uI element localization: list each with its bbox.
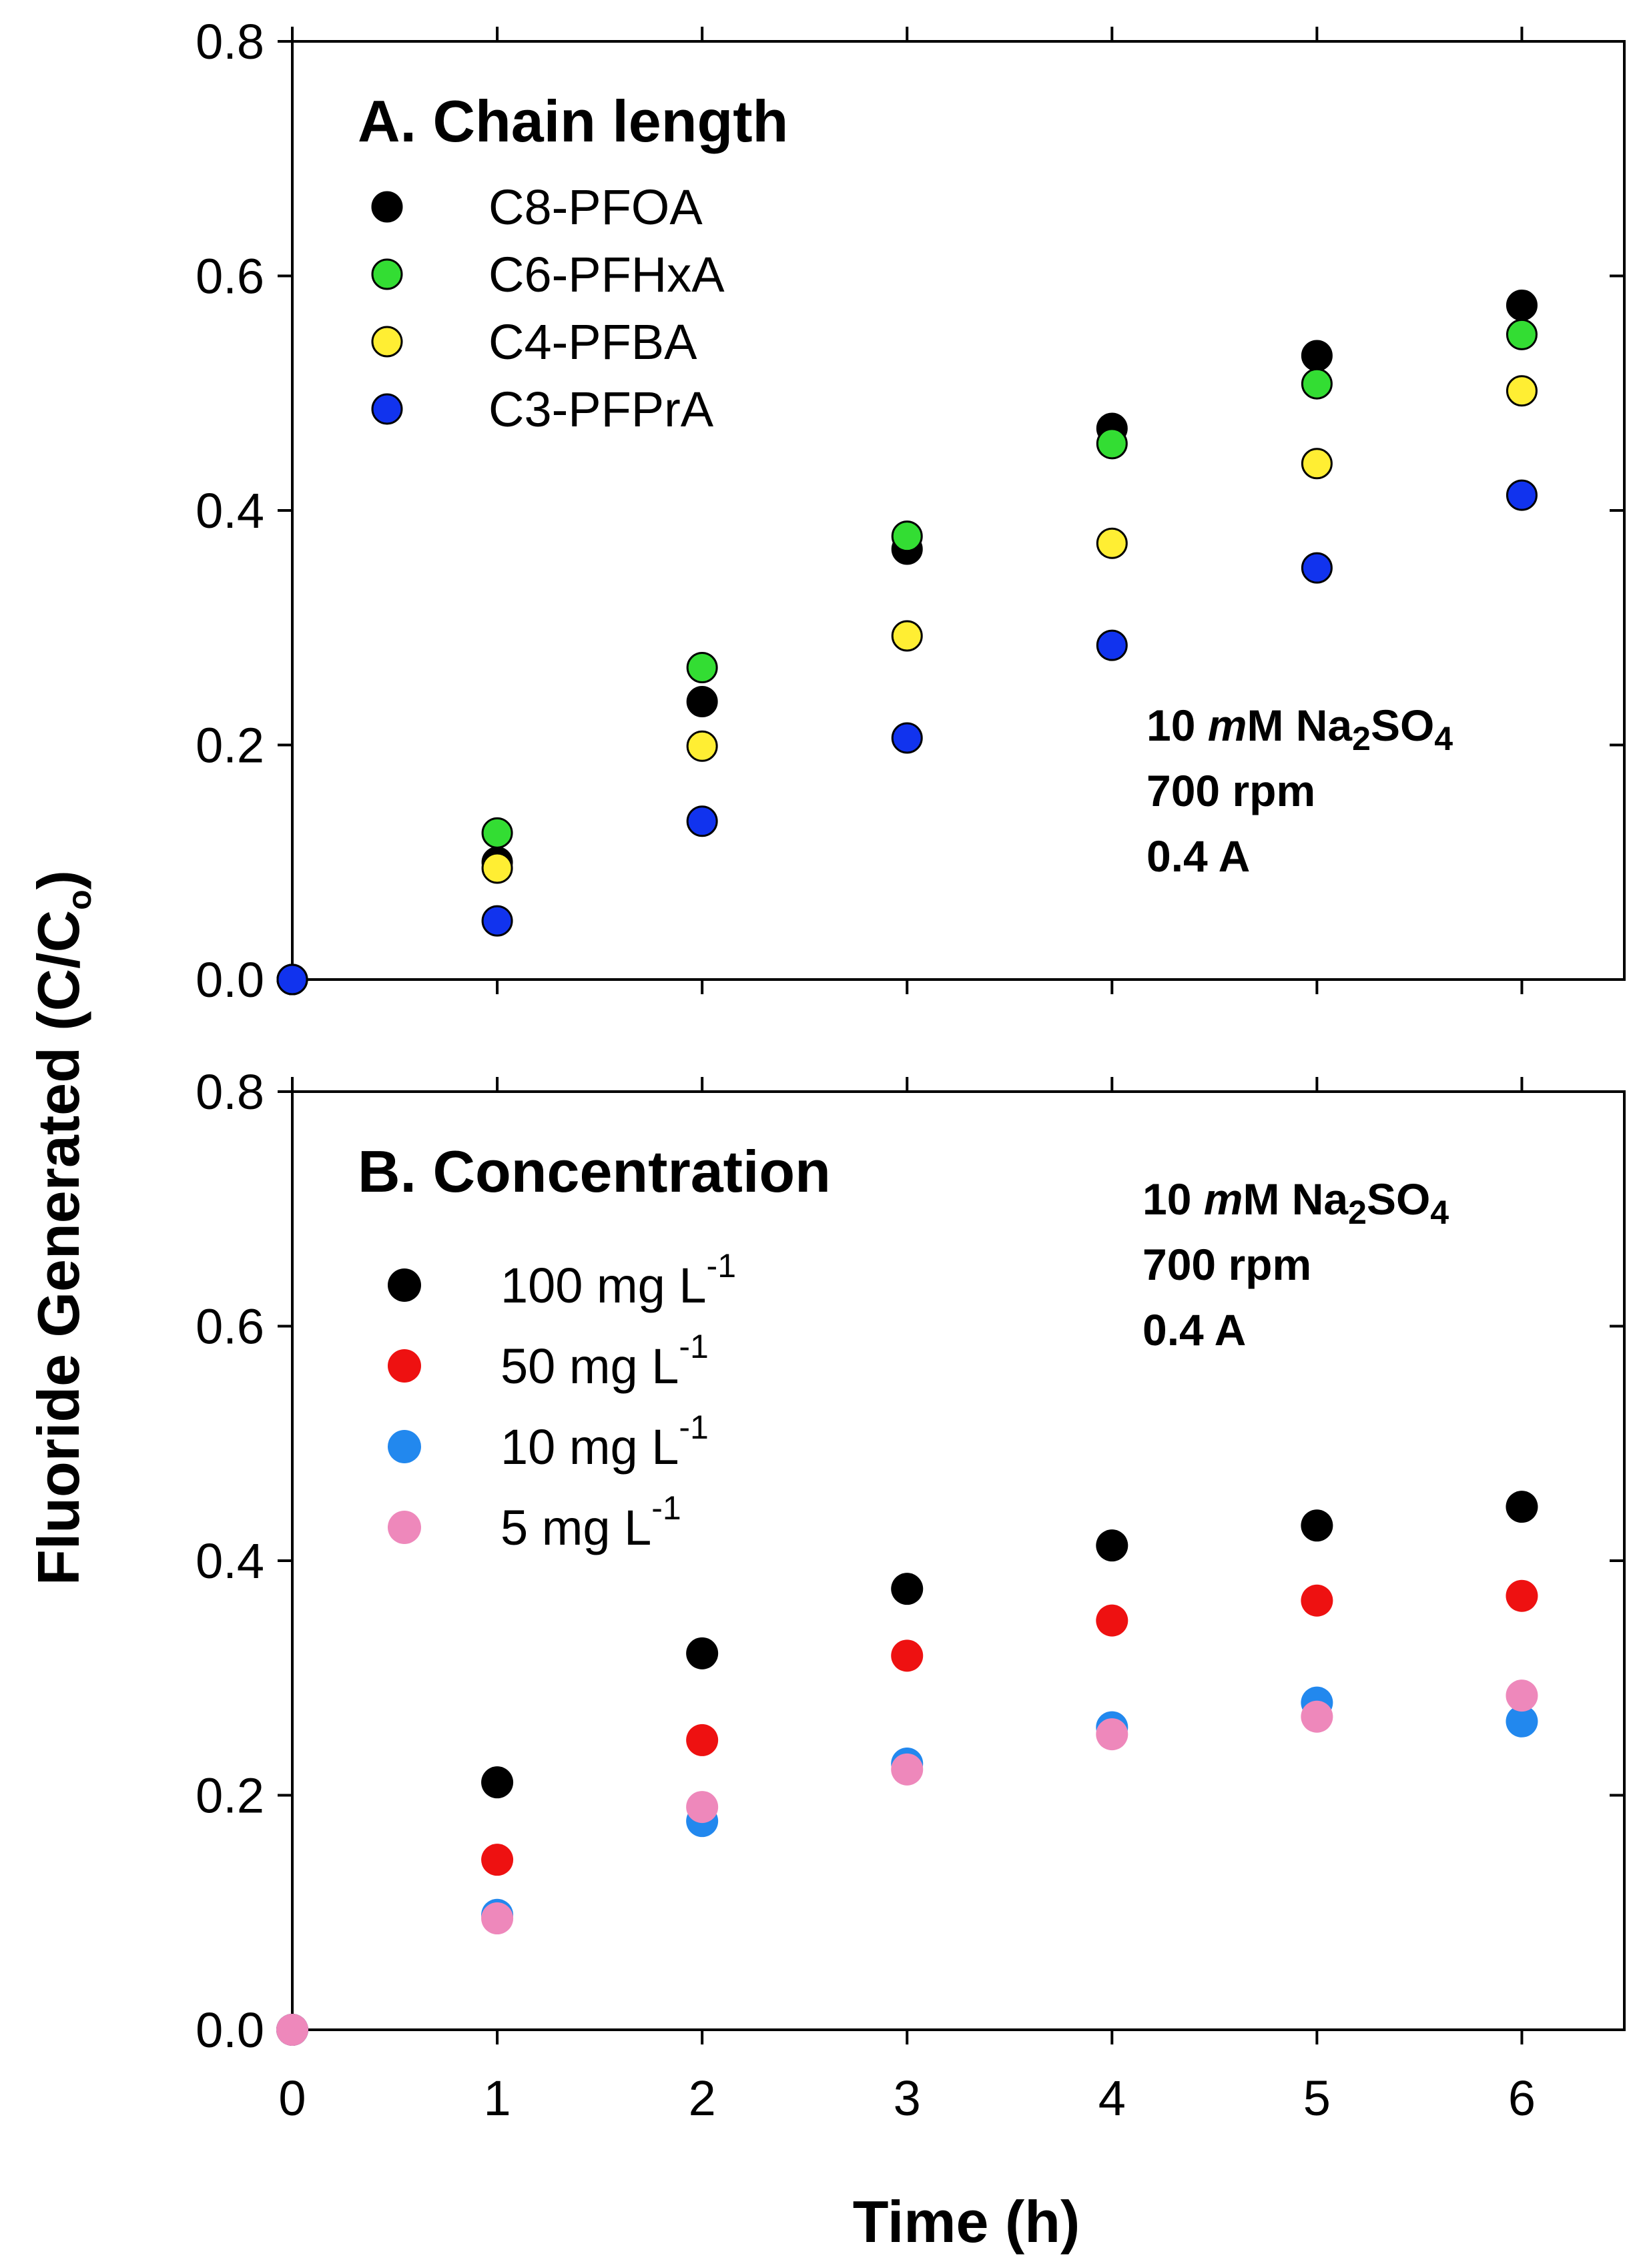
legend-label: 100 mg L-1 [501, 1247, 736, 1313]
panel-b-marks [276, 1491, 1538, 2046]
data-point [686, 805, 718, 837]
x-tick-label: 2 [689, 2070, 716, 2126]
x-axis-title: Time (h) [853, 2189, 1080, 2255]
legend-marker [371, 191, 403, 223]
x-tick-labels: 0 1 2 3 4 5 6 [278, 2070, 1536, 2126]
data-point [1506, 479, 1538, 511]
data-point [481, 905, 513, 937]
panel-b: 0.0 0.2 0.4 0.6 0.8 B. Concentration 100 mg … [196, 1064, 1626, 2058]
data-point [1506, 1491, 1538, 1523]
x-tick-label: 6 [1508, 2070, 1536, 2126]
x-tick-label: 5 [1303, 2070, 1331, 2126]
data-point [481, 1844, 514, 1876]
panel-b-frame [291, 1090, 1626, 2031]
y-tick-label: 0.6 [196, 1299, 264, 1355]
panel-b-title: B. Concentration [358, 1138, 831, 1204]
panel-a-condition-current: 0.4 A [1146, 831, 1250, 881]
panel-b-condition-electrolyte: 10 mM Na2SO4 [1142, 1174, 1449, 1231]
legend-marker [388, 1349, 421, 1383]
legend-marker [388, 1511, 421, 1544]
legend-label: C3-PFPrA [488, 382, 714, 437]
panel-a-conditions: 10 mM Na2SO4 700 rpm 0.4 A [1146, 701, 1453, 881]
y-tick-label: 0.0 [196, 2002, 264, 2058]
panel-a-condition-electrolyte: 10 mM Na2SO4 [1146, 701, 1453, 757]
data-point [481, 1902, 514, 1935]
panel-b-legend: 100 mg L-1 50 mg L-1 10 mg L-1 5 mg L-1 [388, 1247, 736, 1555]
panel-b-ticks: 0.0 0.2 0.4 0.6 0.8 [196, 1064, 1624, 2058]
data-point [276, 964, 308, 996]
data-point [891, 1753, 924, 1786]
y-tick-label: 0.6 [196, 249, 264, 304]
panel-a-marks [276, 289, 1538, 996]
legend-marker [371, 393, 403, 425]
legend-label: 5 mg L-1 [501, 1489, 681, 1555]
panel-b-conditions: 10 mM Na2SO4 700 rpm 0.4 A [1142, 1174, 1449, 1355]
data-point [1301, 1509, 1333, 1542]
y-tick-label: 0.8 [196, 14, 264, 69]
legend-marker [388, 1430, 421, 1463]
data-point [1506, 289, 1538, 321]
data-point [1301, 1584, 1333, 1617]
data-point [481, 852, 513, 884]
data-point [1096, 1718, 1128, 1751]
legend-marker [388, 1268, 421, 1302]
data-point [1506, 1679, 1538, 1712]
legend-label: C8-PFOA [488, 179, 703, 235]
x-tick-label: 0 [278, 2070, 306, 2126]
panel-b-condition-rpm: 700 rpm [1142, 1240, 1311, 1289]
x-tick-label: 4 [1098, 2070, 1126, 2126]
data-point [891, 722, 923, 754]
data-point [1301, 340, 1333, 372]
legend-label: C6-PFHxA [488, 247, 725, 302]
data-point [1506, 1705, 1538, 1738]
panel-a-title: A. Chain length [358, 88, 788, 154]
data-point [276, 2014, 308, 2046]
data-point [1096, 1529, 1128, 1562]
legend-marker [371, 258, 403, 290]
y-tick-label: 0.4 [196, 1533, 264, 1589]
data-point [686, 1724, 719, 1756]
x-tick-label: 3 [894, 2070, 921, 2126]
data-point [686, 1791, 719, 1824]
y-tick-label: 0.0 [196, 952, 264, 1008]
data-point [481, 1766, 514, 1799]
data-point [1301, 448, 1333, 480]
data-point [1506, 375, 1538, 407]
y-tick-label: 0.2 [196, 718, 264, 773]
legend-label: 50 mg L-1 [501, 1328, 709, 1394]
data-point [1096, 428, 1128, 460]
data-point [1301, 552, 1333, 584]
data-point [1506, 1579, 1538, 1612]
y-axis-title: Fluoride Generated (C/Co) [25, 870, 98, 1585]
legend-label: 10 mg L-1 [501, 1409, 709, 1475]
data-point [891, 620, 923, 652]
data-point [891, 1573, 924, 1605]
panel-a-legend: C8-PFOA C6-PFHxA C4-PFBA C3-PFPrA [371, 179, 725, 437]
y-tick-label: 0.4 [196, 483, 264, 538]
data-point [481, 817, 513, 849]
y-tick-label: 0.2 [196, 1768, 264, 1824]
data-point [1096, 629, 1128, 661]
x-tick-label: 1 [483, 2070, 511, 2126]
legend-label: C4-PFBA [488, 314, 697, 370]
panel-b-condition-current: 0.4 A [1142, 1305, 1246, 1355]
data-point [1301, 368, 1333, 400]
data-point [891, 1639, 924, 1672]
data-point [1301, 1700, 1333, 1733]
panel-a: 0.00.20.40.60.8 A. Chain length C8-PFOAC… [196, 14, 1626, 1008]
panel-a-condition-rpm: 700 rpm [1146, 766, 1315, 815]
data-point [686, 685, 718, 717]
data-point [891, 520, 923, 552]
data-point [1096, 1604, 1128, 1637]
data-point [1096, 527, 1128, 559]
data-point [686, 730, 718, 762]
data-point [686, 652, 718, 684]
data-point [686, 1637, 719, 1669]
y-tick-label: 0.8 [196, 1064, 264, 1120]
data-point [1506, 318, 1538, 350]
legend-marker [371, 326, 403, 358]
panel-a-ticks: 0.0 0.2 0.4 0.6 0.8 [196, 14, 1624, 1008]
